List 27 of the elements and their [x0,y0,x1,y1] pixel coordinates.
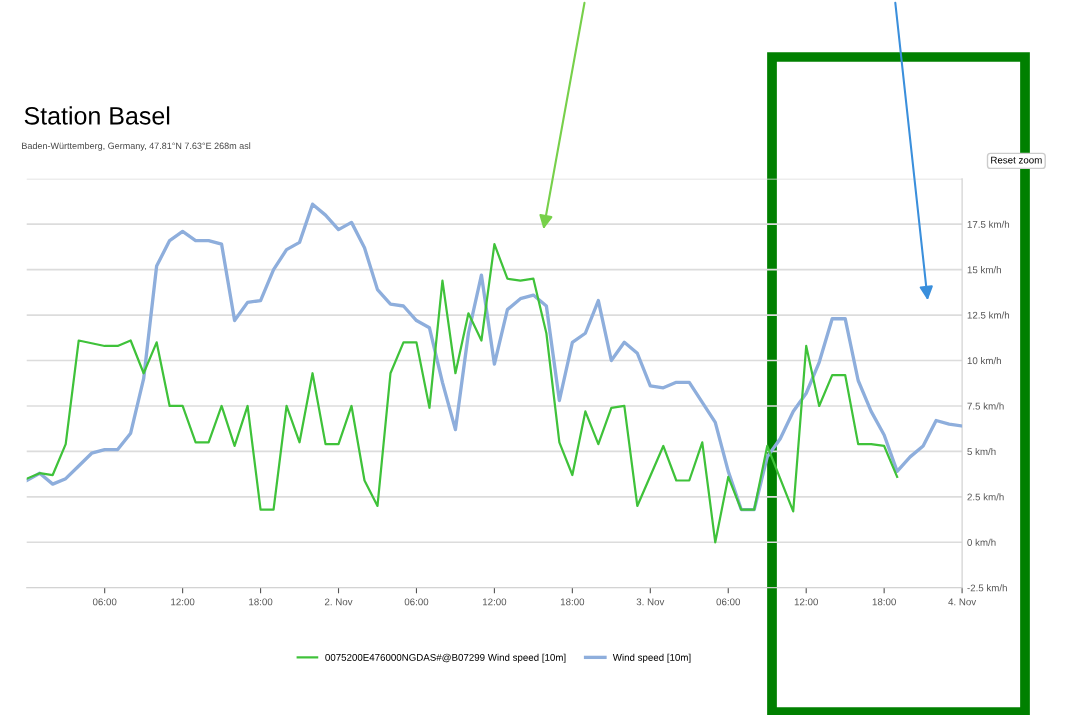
y-tick-label: 15 km/h [967,266,1001,274]
y-tick-label: 17.5 km/h [967,220,1010,228]
x-tick-label: 18:00 [249,598,273,606]
x-tick-label: 12:00 [794,598,818,606]
legend-label: 0075200E476000NGDAS#@B07299 Wind speed [10m] [325,653,566,663]
y-tick-label: 0 km/h [967,538,996,546]
y-tick-label: 7.5 km/h [967,402,1004,410]
x-tick-label: 18:00 [560,598,585,606]
chart-title: Station Basel [24,106,170,125]
chart-subtitle: Baden-Württemberg, Germany, 47.81°N 7.63°E 268m asl [22,142,251,151]
x-tick-label: 2. Nov [324,598,353,606]
x-tick-label: 06:00 [716,598,741,606]
x-tick-label: 12:00 [171,598,195,606]
x-tick-label: 4. Nov [948,598,977,606]
line-series [26,202,963,512]
legend-label: Wind speed [10m] [612,653,691,663]
y-tick-label: -2.5 km/h [967,584,1007,592]
x-tick-label: 12:00 [482,598,507,606]
text: Reset zoom [991,156,1042,164]
x-tick-label: 06:00 [92,598,117,606]
y-tick-label: 2.5 km/h [967,493,1004,501]
x-tick-label: 18:00 [872,598,896,606]
y-tick-label: 5 km/h [967,447,996,456]
y-tick-label: 10 km/h [967,357,1001,365]
y-tick-label: 12.5 km/h [967,311,1010,319]
x-tick-label: 3. Nov [636,598,665,606]
x-tick-label: 06:00 [404,598,429,606]
